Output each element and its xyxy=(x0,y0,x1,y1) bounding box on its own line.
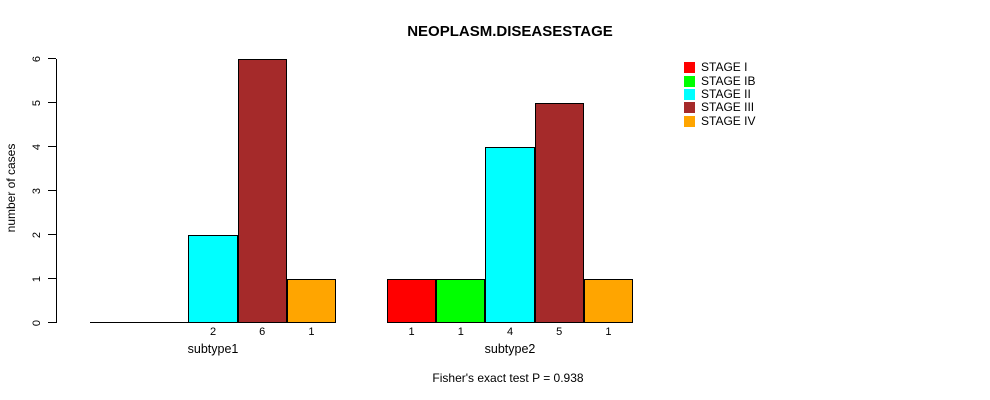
y-axis-tick xyxy=(48,190,56,191)
bar-value-label: 1 xyxy=(308,326,315,338)
y-axis-tick-label: 0 xyxy=(31,319,43,327)
y-axis-tick xyxy=(48,278,56,279)
legend-item-stage-iv: STAGE IV xyxy=(684,115,755,128)
legend-label: STAGE III xyxy=(701,100,755,115)
y-axis-tick xyxy=(48,234,56,235)
bar-subtype2-stage-iv xyxy=(583,279,633,323)
bar-value-label: 2 xyxy=(209,326,217,338)
bar-subtype1-stage-iv xyxy=(286,279,336,323)
x-axis-category-label-subtype1: subtype1 xyxy=(187,342,239,356)
y-axis-line xyxy=(56,59,57,323)
legend-label: STAGE I xyxy=(701,60,748,75)
y-axis-tick xyxy=(48,58,56,59)
y-axis-tick xyxy=(48,322,56,323)
legend-color-swatch xyxy=(684,115,695,127)
bar-subtype1-stage-ii xyxy=(188,235,238,323)
bar-subtype1-stage-iii xyxy=(237,59,287,323)
chart-title: NEOPLASM.DISEASESTAGE xyxy=(407,23,613,40)
bar-subtype2-stage-i xyxy=(387,279,437,323)
legend: STAGE I STAGE IB STAGE II STAGE III STAGE IV xyxy=(684,61,755,128)
y-axis-tick-label: 2 xyxy=(31,231,43,239)
y-axis-label: number of cases xyxy=(4,143,18,233)
y-axis-tick-label: 3 xyxy=(31,187,43,195)
bar-value-label: 1 xyxy=(605,326,612,338)
y-axis-tick-label: 6 xyxy=(31,55,43,63)
bar-subtype2-stage-ii xyxy=(485,147,535,323)
y-axis-tick xyxy=(48,102,56,103)
bar-value-label: 1 xyxy=(457,326,464,338)
y-axis-tick xyxy=(48,146,56,147)
bar-value-label: 1 xyxy=(408,326,415,338)
legend-color-swatch xyxy=(684,88,695,100)
caption-fisher-test: Fisher's exact test P = 0.938 xyxy=(432,371,584,385)
legend-label: STAGE IB xyxy=(701,73,756,88)
legend-label: STAGE II xyxy=(701,86,751,101)
x-axis-category-label-subtype2: subtype2 xyxy=(484,342,536,356)
y-axis-tick-label: 5 xyxy=(31,99,43,107)
legend-color-swatch xyxy=(684,62,695,74)
bar-subtype2-stage-ib xyxy=(436,279,486,323)
bar-subtype2-stage-iii xyxy=(534,103,584,323)
bar-value-label: 6 xyxy=(259,326,266,338)
bar-value-label: 5 xyxy=(556,326,563,338)
legend-item-stage-ii: STAGE II xyxy=(684,88,755,101)
legend-item-stage-i: STAGE I xyxy=(684,61,755,74)
bar-value-label: 4 xyxy=(506,326,514,338)
y-axis-tick-label: 1 xyxy=(31,275,43,283)
legend-item-stage-ib: STAGE IB xyxy=(684,74,755,87)
legend-item-stage-iii: STAGE III xyxy=(684,101,755,114)
y-axis-tick-label: 4 xyxy=(31,143,43,151)
legend-color-swatch xyxy=(684,102,695,114)
legend-label: STAGE IV xyxy=(701,113,756,128)
legend-color-swatch xyxy=(684,75,695,87)
